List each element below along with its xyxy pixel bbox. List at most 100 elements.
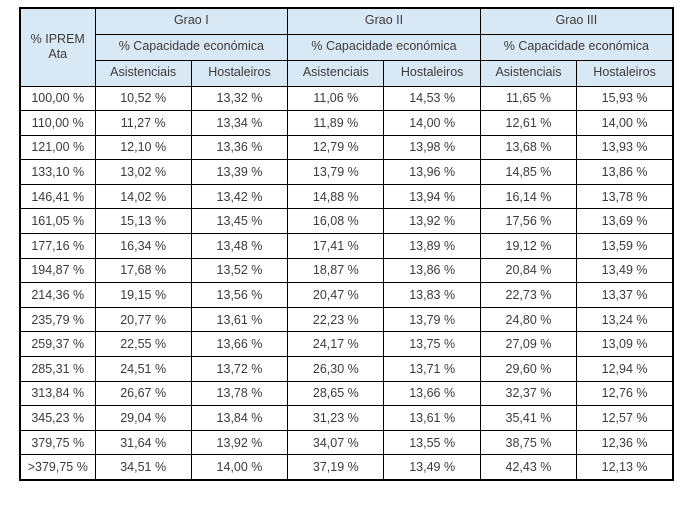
capacity-value-cell-grao-2-hostaleiros: 13,49 % bbox=[383, 454, 481, 480]
table-row: 313,84 % 26,67 % 13,78 % 28,65 % 13,66 % 32,3… bbox=[19, 380, 674, 407]
capacity-value-cell-grao-3-hostaleiros: 12,13 % bbox=[576, 454, 674, 480]
capacity-value-cell-grao-2-asistenciais: 16,08 % bbox=[287, 208, 385, 235]
capacity-value-cell-grao-3-hostaleiros: 13,09 % bbox=[576, 331, 674, 358]
capacity-value-cell-grao-3-asistenciais: 19,12 % bbox=[479, 233, 578, 259]
table-row: 259,37 % 22,55 % 13,66 % 24,17 % 13,75 % 27,0… bbox=[19, 331, 674, 358]
group-header-grao-3: Grao III bbox=[479, 7, 674, 35]
capacity-value-cell-grao-2-asistenciais: 37,19 % bbox=[287, 454, 385, 480]
table-row: 177,16 % 16,34 % 13,48 % 17,41 % 13,89 % 19,1… bbox=[19, 233, 674, 259]
capacity-value-cell-grao-1-hostaleiros: 13,45 % bbox=[190, 208, 289, 235]
capacity-value-cell-grao-1-hostaleiros: 13,32 % bbox=[190, 85, 289, 112]
subheader-hostaleiros-grao-3: Hostaleiros bbox=[576, 59, 674, 87]
iprem-capacity-table: % IPREM Ata Grao I Grao II Grao III % Ca… bbox=[19, 7, 674, 481]
table-header: % IPREM Ata Grao I Grao II Grao III % Ca… bbox=[19, 7, 674, 87]
iprem-value-cell: 146,41 % bbox=[19, 183, 96, 210]
header-row-groups: % IPREM Ata Grao I Grao II Grao III bbox=[19, 7, 674, 87]
capacity-value-cell-grao-3-hostaleiros: 13,59 % bbox=[576, 233, 674, 259]
capacity-value-cell-grao-1-asistenciais: 16,34 % bbox=[94, 233, 192, 259]
iprem-value-cell: >379,75 % bbox=[19, 454, 96, 480]
capacity-value-cell-grao-2-hostaleiros: 13,75 % bbox=[383, 331, 481, 358]
capacity-value-cell-grao-2-asistenciais: 34,07 % bbox=[287, 429, 385, 456]
iprem-value-cell: 177,16 % bbox=[19, 233, 96, 259]
capacity-value-cell-grao-2-asistenciais: 12,79 % bbox=[287, 134, 385, 161]
capacity-value-cell-grao-1-hostaleiros: 13,34 % bbox=[190, 110, 289, 136]
group-header-grao-1: Grao I bbox=[94, 7, 289, 35]
capacity-value-cell-grao-3-asistenciais: 14,85 % bbox=[479, 159, 578, 185]
capacity-value-cell-grao-3-asistenciais: 42,43 % bbox=[479, 454, 578, 480]
capacity-value-cell-grao-2-asistenciais: 14,88 % bbox=[287, 183, 385, 210]
capacity-value-cell-grao-2-hostaleiros: 13,92 % bbox=[383, 208, 481, 235]
table-row: 146,41 % 14,02 % 13,42 % 14,88 % 13,94 % 16,1… bbox=[19, 183, 674, 210]
group-header-grao-2: Grao II bbox=[287, 7, 481, 35]
capacity-value-cell-grao-1-asistenciais: 22,55 % bbox=[94, 331, 192, 358]
capacity-value-cell-grao-3-hostaleiros: 13,78 % bbox=[576, 183, 674, 210]
capacity-value-cell-grao-2-hostaleiros: 13,61 % bbox=[383, 405, 481, 431]
table-row: 100,00 % 10,52 % 13,32 % 11,06 % 14,53 % 11,6… bbox=[19, 85, 674, 112]
capacity-value-cell-grao-3-asistenciais: 32,37 % bbox=[479, 380, 578, 407]
capacity-value-cell-grao-1-hostaleiros: 13,84 % bbox=[190, 405, 289, 431]
capacity-value-cell-grao-2-hostaleiros: 13,96 % bbox=[383, 159, 481, 185]
table-body: 100,00 % 10,52 % 13,32 % 11,06 % 14,53 % 11,6… bbox=[19, 85, 674, 480]
table-row: 121,00 % 12,10 % 13,36 % 12,79 % 13,98 % 13,6… bbox=[19, 134, 674, 161]
capacity-value-cell-grao-1-hostaleiros: 13,72 % bbox=[190, 356, 289, 382]
table-row: 235,79 % 20,77 % 13,61 % 22,23 % 13,79 % 24,8… bbox=[19, 306, 674, 333]
capacity-value-cell-grao-2-asistenciais: 24,17 % bbox=[287, 331, 385, 358]
capacity-value-cell-grao-1-hostaleiros: 13,39 % bbox=[190, 159, 289, 185]
capacity-value-cell-grao-3-asistenciais: 16,14 % bbox=[479, 183, 578, 210]
capacity-value-cell-grao-3-asistenciais: 13,68 % bbox=[479, 134, 578, 161]
iprem-value-cell: 379,75 % bbox=[19, 429, 96, 456]
subheader-hostaleiros-grao-2: Hostaleiros bbox=[383, 59, 481, 87]
capacity-value-cell-grao-3-asistenciais: 29,60 % bbox=[479, 356, 578, 382]
table-row: 379,75 % 31,64 % 13,92 % 34,07 % 13,55 % 38,7… bbox=[19, 429, 674, 456]
capacity-value-cell-grao-3-asistenciais: 12,61 % bbox=[479, 110, 578, 136]
capacity-value-cell-grao-3-hostaleiros: 13,93 % bbox=[576, 134, 674, 161]
capacity-value-cell-grao-1-hostaleiros: 13,48 % bbox=[190, 233, 289, 259]
capacity-value-cell-grao-2-hostaleiros: 13,79 % bbox=[383, 306, 481, 333]
capacity-value-cell-grao-2-asistenciais: 26,30 % bbox=[287, 356, 385, 382]
capacity-header-grao-2: % Capacidade económica bbox=[287, 33, 481, 61]
iprem-value-cell: 259,37 % bbox=[19, 331, 96, 358]
capacity-value-cell-grao-2-hostaleiros: 13,89 % bbox=[383, 233, 481, 259]
corner-header-iprem: % IPREM Ata bbox=[19, 7, 96, 87]
iprem-value-cell: 110,00 % bbox=[19, 110, 96, 136]
capacity-value-cell-grao-1-asistenciais: 12,10 % bbox=[94, 134, 192, 161]
iprem-value-cell: 121,00 % bbox=[19, 134, 96, 161]
capacity-value-cell-grao-3-asistenciais: 11,65 % bbox=[479, 85, 578, 112]
capacity-value-cell-grao-1-asistenciais: 10,52 % bbox=[94, 85, 192, 112]
capacity-value-cell-grao-2-asistenciais: 22,23 % bbox=[287, 306, 385, 333]
iprem-value-cell: 214,36 % bbox=[19, 282, 96, 308]
capacity-value-cell-grao-3-asistenciais: 22,73 % bbox=[479, 282, 578, 308]
capacity-value-cell-grao-3-asistenciais: 24,80 % bbox=[479, 306, 578, 333]
header-row-subtypes: Asistenciais Hostaleiros Asistenciais Ho… bbox=[20, 59, 674, 87]
capacity-value-cell-grao-3-asistenciais: 38,75 % bbox=[479, 429, 578, 456]
table-row: 161,05 % 15,13 % 13,45 % 16,08 % 13,92 % 17,5… bbox=[19, 208, 674, 235]
table-row: 285,31 % 24,51 % 13,72 % 26,30 % 13,71 % 29,6… bbox=[19, 356, 674, 382]
subheader-asistenciais-grao-3: Asistenciais bbox=[479, 59, 578, 87]
capacity-value-cell-grao-2-asistenciais: 17,41 % bbox=[287, 233, 385, 259]
capacity-table-container: % IPREM Ata Grao I Grao II Grao III % Ca… bbox=[19, 7, 674, 481]
capacity-value-cell-grao-1-hostaleiros: 13,42 % bbox=[190, 183, 289, 210]
capacity-value-cell-grao-1-asistenciais: 34,51 % bbox=[94, 454, 192, 480]
capacity-value-cell-grao-3-hostaleiros: 13,69 % bbox=[576, 208, 674, 235]
capacity-value-cell-grao-1-asistenciais: 29,04 % bbox=[94, 405, 192, 431]
capacity-value-cell-grao-2-asistenciais: 31,23 % bbox=[287, 405, 385, 431]
capacity-value-cell-grao-3-hostaleiros: 12,76 % bbox=[576, 380, 674, 407]
subheader-asistenciais-grao-2: Asistenciais bbox=[287, 59, 385, 87]
table-row: 345,23 % 29,04 % 13,84 % 31,23 % 13,61 % 35,4… bbox=[19, 405, 674, 431]
table-row: >379,75 % 34,51 % 14,00 % 37,19 % 13,49 % 42,… bbox=[19, 454, 674, 480]
capacity-value-cell-grao-1-asistenciais: 31,64 % bbox=[94, 429, 192, 456]
capacity-value-cell-grao-2-hostaleiros: 13,71 % bbox=[383, 356, 481, 382]
capacity-value-cell-grao-3-hostaleiros: 13,24 % bbox=[576, 306, 674, 333]
table-row: 194,87 % 17,68 % 13,52 % 18,87 % 13,86 % 20,8… bbox=[19, 257, 674, 284]
capacity-value-cell-grao-2-asistenciais: 11,89 % bbox=[287, 110, 385, 136]
capacity-value-cell-grao-1-hostaleiros: 13,52 % bbox=[190, 257, 289, 284]
iprem-value-cell: 235,79 % bbox=[19, 306, 96, 333]
capacity-value-cell-grao-2-asistenciais: 28,65 % bbox=[287, 380, 385, 407]
capacity-value-cell-grao-2-asistenciais: 13,79 % bbox=[287, 159, 385, 185]
iprem-value-cell: 194,87 % bbox=[19, 257, 96, 284]
capacity-value-cell-grao-2-hostaleiros: 13,55 % bbox=[383, 429, 481, 456]
capacity-value-cell-grao-1-hostaleiros: 13,61 % bbox=[190, 306, 289, 333]
capacity-value-cell-grao-1-hostaleiros: 13,36 % bbox=[190, 134, 289, 161]
table-row: 214,36 % 19,15 % 13,56 % 20,47 % 13,83 % 22,7… bbox=[19, 282, 674, 308]
capacity-value-cell-grao-1-hostaleiros: 13,66 % bbox=[190, 331, 289, 358]
